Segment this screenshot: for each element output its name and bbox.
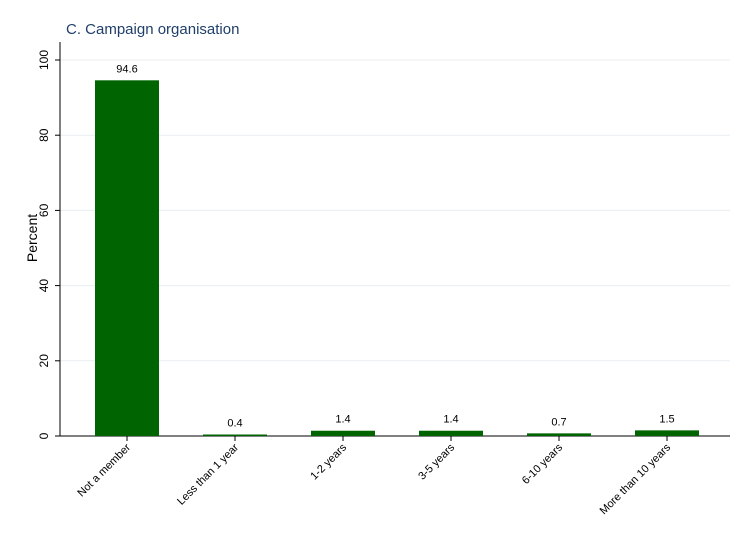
y-tick-label: 100 [37, 50, 51, 70]
axes [55, 42, 730, 441]
bar [419, 430, 483, 436]
y-tick-label: 40 [37, 279, 51, 293]
y-tick-label: 20 [37, 354, 51, 368]
bars [95, 80, 699, 436]
y-tick-label: 60 [37, 203, 51, 217]
chart-title: C. Campaign organisation [66, 21, 240, 38]
y-tick-label: 80 [37, 128, 51, 142]
x-tick-label: More than 10 years [598, 441, 674, 517]
y-axis-title: Percent [24, 214, 40, 262]
bar [311, 430, 375, 436]
bar [95, 80, 159, 436]
bar-value-label: 0.4 [227, 417, 242, 429]
x-tick-label: 3-5 years [416, 441, 457, 482]
x-tick-label: 6-10 years [520, 441, 566, 487]
bar-value-label: 0.7 [551, 416, 566, 428]
bar-value-label: 1.4 [443, 414, 458, 426]
bar-value-label: 1.5 [659, 413, 674, 425]
x-tick-label: 1-2 years [308, 441, 349, 482]
bar [635, 430, 699, 436]
bar-value-label: 1.4 [335, 414, 350, 426]
y-tick-label: 0 [37, 432, 51, 439]
grid-lines [60, 59, 730, 362]
bar [527, 433, 591, 436]
x-tick-label: Not a member [75, 441, 133, 499]
x-tick-label: Less than 1 year [175, 441, 241, 507]
bar [203, 434, 267, 436]
bar-value-label: 94.6 [116, 63, 137, 75]
